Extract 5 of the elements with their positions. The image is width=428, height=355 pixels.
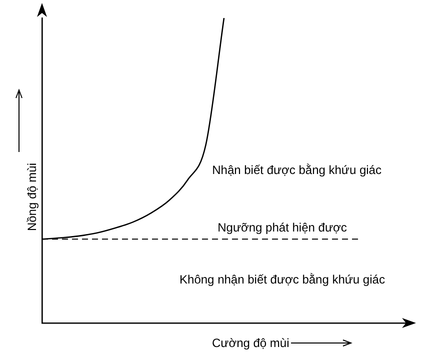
y-axis-title: Nồng độ mùi bbox=[25, 162, 39, 234]
annotation: Nhận biết được bằng khứu giác bbox=[212, 162, 382, 177]
ref-line-label: Ngưỡng phát hiện được bbox=[218, 220, 347, 234]
annotation: Không nhận biết được bằng khứu giác bbox=[180, 272, 385, 287]
x-axis-title: Cường độ mùi bbox=[212, 336, 290, 350]
